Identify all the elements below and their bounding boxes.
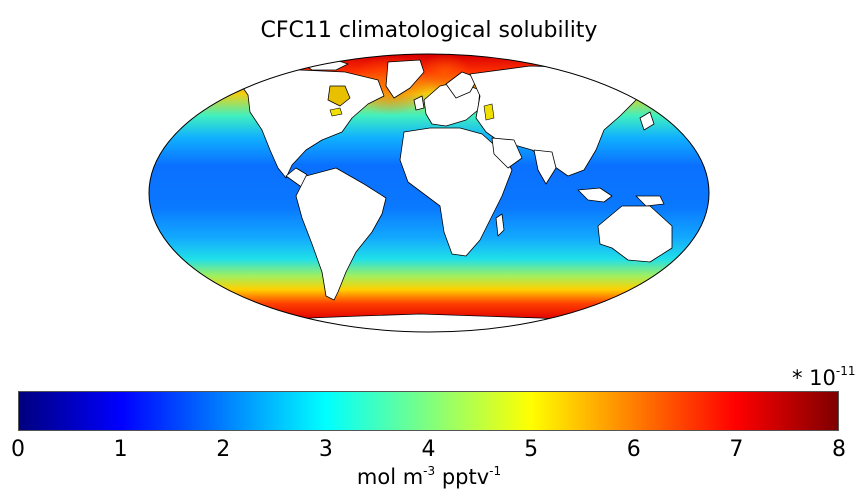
south-america: [295, 167, 387, 301]
africa: [399, 127, 513, 257]
caspian-sea: [483, 103, 495, 121]
uk: [413, 95, 425, 111]
hudson-bay: [327, 85, 351, 107]
map-title: CFC11 climatological solubility: [260, 18, 598, 43]
india: [533, 149, 557, 185]
colorbar-tick-label: 2: [216, 437, 231, 462]
japan: [639, 111, 655, 131]
colorbar-tick-label: 7: [729, 437, 744, 462]
antarctica: [239, 313, 641, 332]
scandinavia: [445, 71, 479, 99]
colorbar-unit-label: mol m-3 pptv-1: [356, 464, 502, 489]
world-map: [148, 53, 710, 333]
new-guinea: [635, 195, 665, 207]
arabia: [491, 137, 523, 169]
great-lakes: [329, 107, 343, 117]
greenland: [385, 59, 425, 99]
colorbar-tick-label: 5: [524, 437, 539, 462]
map-border: [148, 53, 710, 333]
southeast-asia-islands: [577, 187, 613, 203]
colorbar: [18, 391, 839, 431]
new-zealand: [683, 249, 693, 267]
colorbar-tick-label: 3: [318, 437, 333, 462]
colorbar-tick-label: 0: [11, 437, 25, 462]
colorbar-tick-label: 1: [113, 437, 128, 462]
scale-exponent: * 10-11: [792, 364, 856, 390]
colorbar-tick-label: 6: [626, 437, 641, 462]
colorbar-tick-label: 4: [421, 437, 436, 462]
australia: [597, 205, 673, 263]
colorbar-tick-label: 8: [832, 437, 846, 462]
madagascar: [495, 213, 505, 237]
